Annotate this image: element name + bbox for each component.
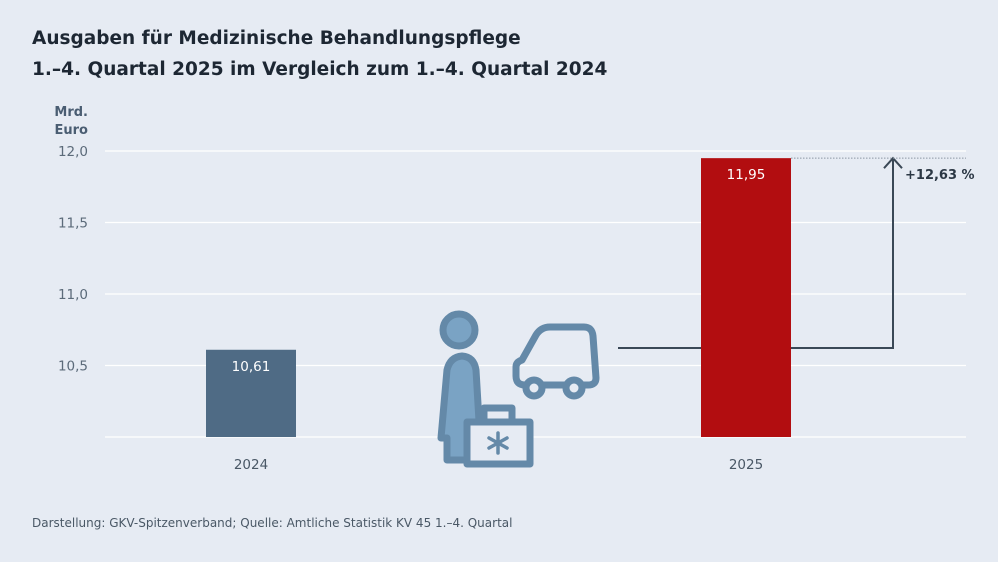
y-axis-label-line1: Mrd. bbox=[54, 105, 88, 120]
source-note: Darstellung: GKV-Spitzenverband; Quelle:… bbox=[32, 516, 513, 530]
bar-2024 bbox=[206, 349, 296, 437]
y-tick-label: 11,5 bbox=[58, 216, 88, 232]
x-tick-label: 2025 bbox=[729, 457, 763, 473]
x-tick-label: 2024 bbox=[234, 457, 268, 473]
bar-2025 bbox=[701, 158, 791, 437]
y-tick-label: 12,0 bbox=[58, 144, 88, 160]
y-axis-label-line2: Euro bbox=[54, 123, 88, 138]
nurse-with-medical-case-and-car-icon bbox=[437, 310, 600, 468]
data-label: 10,61 bbox=[232, 359, 271, 375]
data-label: 11,95 bbox=[727, 167, 766, 183]
change-arrow-line bbox=[791, 158, 894, 349]
chart-title: Ausgaben für Medizinische Behandlungspfl… bbox=[32, 28, 521, 49]
change-annotation: +12,63 % bbox=[905, 168, 975, 183]
y-tick-label: 11,0 bbox=[58, 287, 88, 303]
chart-subtitle: 1.–4. Quartal 2025 im Vergleich zum 1.–4… bbox=[32, 59, 608, 80]
y-tick-label: 10,5 bbox=[58, 359, 88, 375]
